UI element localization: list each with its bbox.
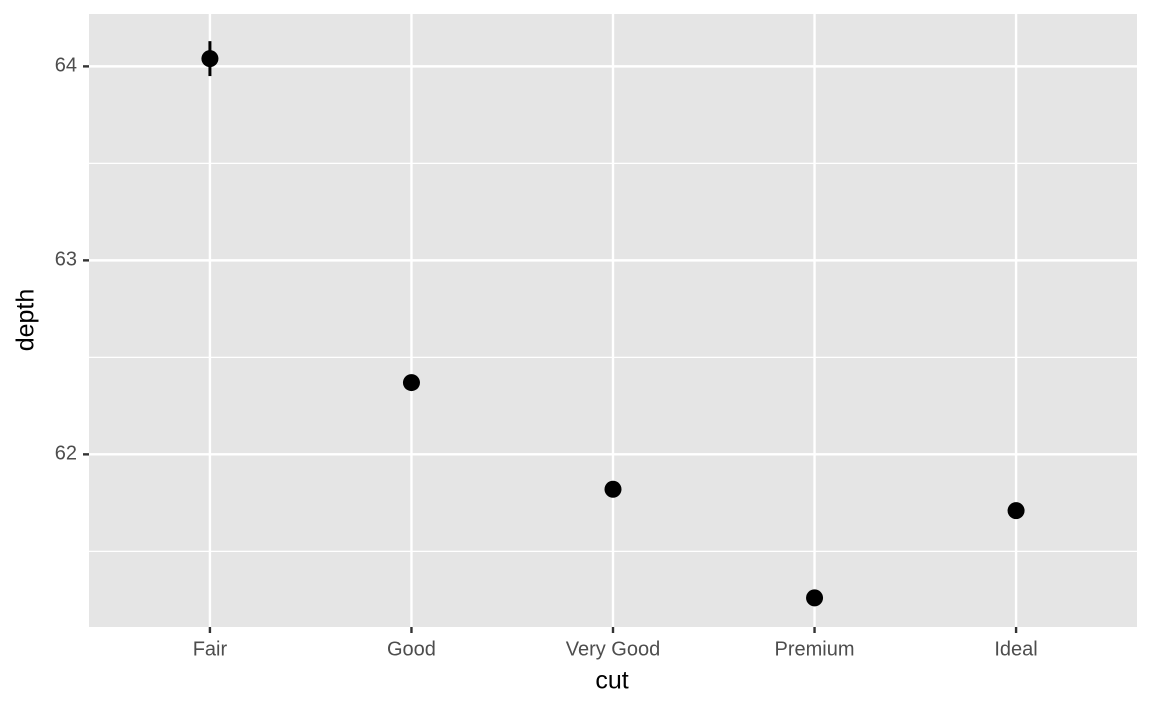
point — [806, 589, 824, 607]
point — [402, 374, 420, 392]
point — [604, 480, 622, 498]
x-axis-title: cut — [595, 667, 628, 695]
point — [201, 50, 219, 68]
y-tick-label: 62 — [55, 443, 77, 465]
x-tick-label: Premium — [775, 638, 855, 660]
x-tick-label: Fair — [193, 638, 228, 660]
y-tick-label: 64 — [55, 55, 77, 77]
x-tick-label: Very Good — [566, 638, 661, 660]
point — [1007, 502, 1025, 520]
x-tick-label: Ideal — [994, 638, 1037, 660]
x-tick-label: Good — [387, 638, 436, 660]
y-tick-label: 63 — [55, 249, 77, 271]
y-axis-title: depth — [12, 289, 40, 352]
